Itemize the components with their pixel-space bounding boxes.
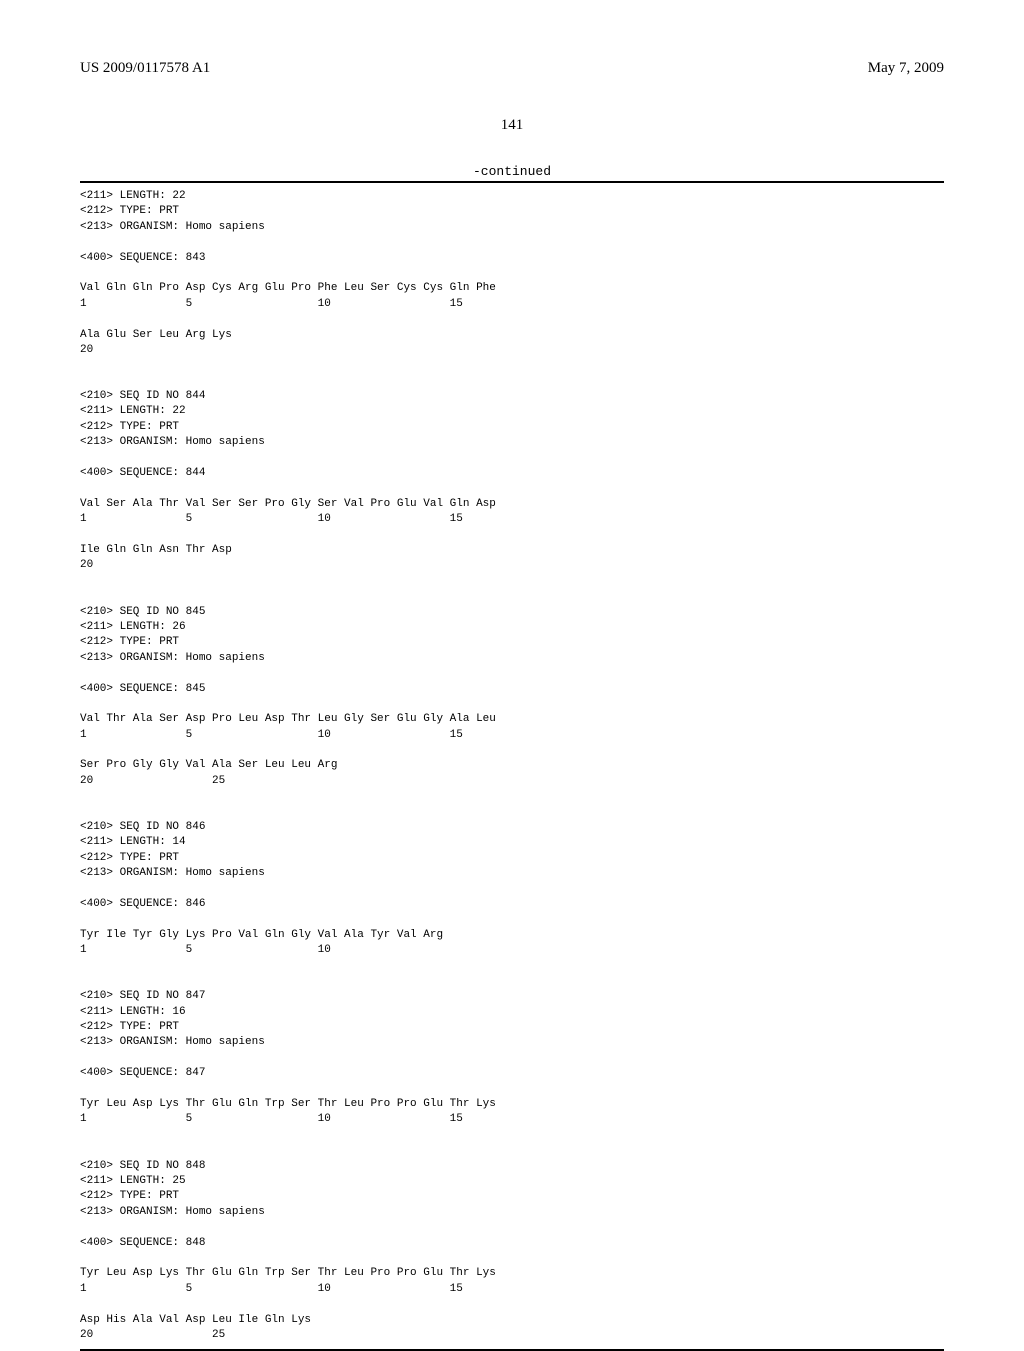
publication-number: US 2009/0117578 A1 <box>80 60 210 77</box>
publication-date: May 7, 2009 <box>868 60 944 77</box>
rule-top <box>80 181 944 183</box>
continued-label: -continued <box>80 164 944 179</box>
document-page: US 2009/0117578 A1 May 7, 2009 141 -cont… <box>0 0 1024 1320</box>
page-header: US 2009/0117578 A1 May 7, 2009 <box>80 60 944 77</box>
page-number: 141 <box>80 117 944 134</box>
sequence-listing: <211> LENGTH: 22 <212> TYPE: PRT <213> O… <box>80 189 944 1343</box>
